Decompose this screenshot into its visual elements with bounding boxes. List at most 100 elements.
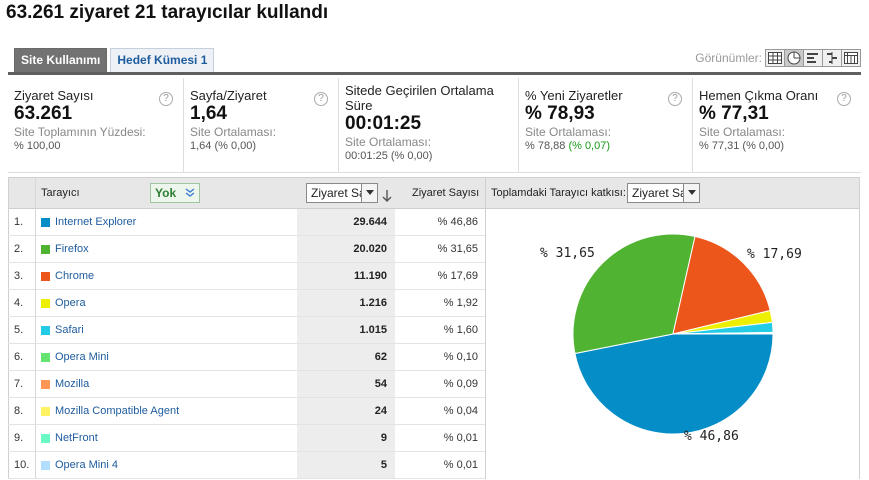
visits-percent: % 0,10: [398, 344, 478, 371]
column-header-visits: Ziyaret Sayısı: [412, 178, 479, 208]
visits-value: 29.644: [297, 209, 395, 235]
pie-view-button[interactable]: [784, 49, 804, 67]
sort-metric-select[interactable]: Ziyaret Sayısı: [306, 183, 378, 203]
pie-slice-internet-explorer[interactable]: [575, 334, 773, 434]
pivot-view-button[interactable]: [841, 49, 861, 67]
legend-swatch: [41, 434, 50, 443]
table-view-button[interactable]: [765, 49, 785, 67]
help-icon[interactable]: ?: [314, 92, 328, 106]
bar-icon: [806, 52, 820, 64]
legend-swatch: [41, 272, 50, 281]
visits-value: 54: [297, 371, 395, 397]
double-chevron-icon: [185, 188, 195, 198]
metric-value: 1,64: [190, 103, 338, 125]
visits-percent: % 1,92: [398, 290, 478, 317]
column-header-browser: Tarayıcı: [41, 178, 80, 208]
visits-percent: % 0,01: [398, 452, 478, 479]
metric-sub-label: Site Ortalaması:: [190, 125, 338, 139]
pie-label-internet-explorer: % 46,86: [684, 429, 739, 444]
row-number: 4.: [14, 290, 36, 317]
sort-descending-icon[interactable]: [382, 185, 392, 201]
browser-link[interactable]: NetFront: [55, 425, 98, 452]
pivot-icon: [844, 52, 858, 64]
metric-sub-label: Site Toplamının Yüzdesi:: [14, 125, 183, 139]
visits-value: 20.020: [297, 236, 395, 262]
browser-link[interactable]: Mozilla: [55, 371, 89, 398]
dropdown-arrow-icon: [361, 184, 377, 202]
contribution-label: Toplamdaki Tarayıcı katkısı:: [491, 178, 626, 208]
legend-swatch: [41, 299, 50, 308]
tab-underline: [8, 72, 861, 75]
metrics-bar: Ziyaret Sayısı 63.261 Site Toplamının Yü…: [8, 78, 861, 173]
visits-value: 9: [297, 425, 395, 451]
visits-percent: % 46,86: [398, 209, 478, 236]
contribution-metric-select[interactable]: Ziyaret Sayısı: [627, 183, 700, 203]
visits-value: 1.216: [297, 290, 395, 316]
metric-sub-value: 00:01:25 (% 0,00): [345, 149, 518, 163]
browser-link[interactable]: Mozilla Compatible Agent: [55, 398, 179, 425]
dropdown-arrow-icon: [683, 184, 699, 202]
visits-percent: % 0,04: [398, 398, 478, 425]
legend-swatch: [41, 407, 50, 416]
metric-pages-per-visit: Sayfa/Ziyaret 1,64 Site Ortalaması: 1,64…: [184, 78, 339, 173]
page-title: 63.261 ziyaret 21 tarayıcılar kullandı: [6, 2, 328, 24]
browser-link[interactable]: Safari: [55, 317, 84, 344]
metric-sub-value: 1,64 (% 0,00): [190, 139, 338, 153]
visits-percent: % 17,69: [398, 263, 478, 290]
table-icon: [768, 52, 782, 64]
legend-swatch: [41, 353, 50, 362]
table-header: Tarayıcı Yok Ziyaret Sayısı Ziyaret Sayı…: [8, 177, 860, 209]
metric-avg-time: Sitede Geçirilen Ortalama Süre 00:01:25 …: [339, 78, 519, 173]
row-number: 10.: [14, 452, 36, 479]
metric-sub-label: Site Ortalaması:: [699, 125, 861, 139]
tab-bar: Site Kullanımı Hedef Kümesi 1: [14, 48, 217, 72]
row-number: 3.: [14, 263, 36, 290]
secondary-dimension-value: Yok: [155, 186, 176, 200]
visits-value: 1.015: [297, 317, 395, 343]
pie-icon: [787, 51, 801, 65]
browser-link[interactable]: Opera: [55, 290, 86, 317]
table-chart-divider: [485, 177, 486, 479]
tab-site-usage[interactable]: Site Kullanımı: [14, 48, 107, 72]
table-row: 3. Chrome 11.190% 17,69: [8, 263, 485, 290]
browser-link[interactable]: Internet Explorer: [55, 209, 136, 236]
visits-percent: % 1,60: [398, 317, 478, 344]
metric-value: 00:01:25: [345, 113, 518, 135]
metric-value: 63.261: [14, 103, 183, 125]
help-icon[interactable]: ?: [668, 92, 682, 106]
legend-swatch: [41, 326, 50, 335]
metric-sub-value: % 78,88 (% 0,07): [525, 139, 692, 153]
table-row: 10. Opera Mini 4 5% 0,01: [8, 452, 485, 479]
pie-label-firefox: % 31,65: [540, 246, 595, 261]
metric-sub-label: Site Ortalaması:: [345, 135, 518, 149]
metric-label: % Yeni Ziyaretler: [525, 88, 692, 103]
view-switcher: Görünümler:: [695, 49, 861, 67]
help-icon[interactable]: ?: [159, 92, 173, 106]
metric-label: Sitede Geçirilen Ortalama Süre: [345, 83, 505, 113]
browser-link[interactable]: Chrome: [55, 263, 94, 290]
visits-value: 11.190: [297, 263, 395, 289]
metric-sub-label: Site Ortalaması:: [525, 125, 692, 139]
browser-link[interactable]: Firefox: [55, 236, 89, 263]
comparison-icon: [825, 52, 839, 64]
tab-goal-set-1[interactable]: Hedef Kümesi 1: [110, 48, 214, 72]
help-icon[interactable]: ?: [837, 92, 851, 106]
row-number: 9.: [14, 425, 36, 452]
bar-view-button[interactable]: [803, 49, 823, 67]
metric-average: % 78,88: [525, 140, 565, 152]
metric-new-visits: % Yeni Ziyaretler % 78,93 Site Ortalamas…: [519, 78, 693, 173]
secondary-dimension-select[interactable]: Yok: [150, 183, 200, 203]
metric-value: % 78,93: [525, 103, 692, 125]
metric-delta: (% 0,07): [568, 140, 610, 152]
visits-value: 5: [297, 452, 395, 478]
browser-link[interactable]: Opera Mini 4: [55, 452, 118, 479]
comparison-view-button[interactable]: [822, 49, 842, 67]
legend-swatch: [41, 380, 50, 389]
row-number: 2.: [14, 236, 36, 263]
browser-link[interactable]: Opera Mini: [55, 344, 109, 371]
metric-sub-value: % 100,00: [14, 139, 183, 153]
